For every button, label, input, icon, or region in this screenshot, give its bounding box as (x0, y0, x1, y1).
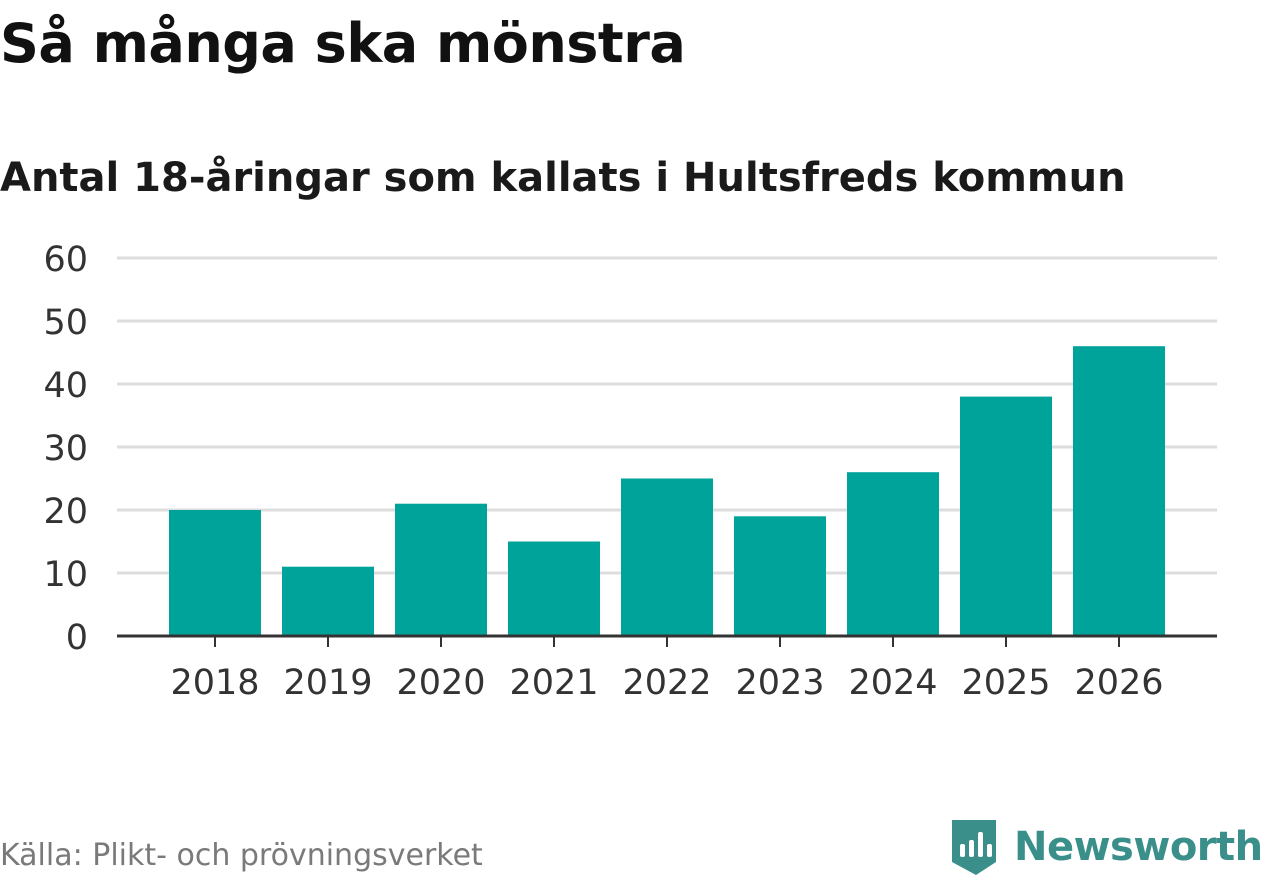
x-tick-label: 2024 (848, 663, 937, 703)
x-tick-label: 2019 (283, 663, 372, 703)
x-tick-label: 2026 (1074, 663, 1163, 703)
source-note: Källa: Plikt- och prövningsverket (0, 838, 483, 873)
brand-name: Newsworthy (1014, 824, 1262, 870)
chart-title: Så många ska mönstra (0, 12, 686, 75)
bar (734, 516, 826, 636)
newsworthy-logo-icon (952, 820, 996, 875)
bar (960, 396, 1052, 636)
bar (169, 510, 261, 636)
y-tick-label: 20 (43, 492, 88, 532)
x-tick-label: 2020 (396, 663, 485, 703)
y-tick-label: 40 (43, 366, 88, 406)
y-tick-label: 10 (43, 555, 88, 595)
x-axis-ticks: 2018 2019 2020 2021 2022 2023 2024 2025 2026 (170, 636, 1164, 703)
bar (621, 478, 713, 636)
bar (1073, 346, 1165, 636)
y-axis-ticks: 0 10 20 30 40 50 60 (43, 240, 88, 658)
x-tick-label: 2025 (961, 663, 1050, 703)
bar (282, 566, 374, 636)
chart-subtitle: Antal 18-åringar som kallats i Hultsfred… (0, 155, 1126, 201)
y-tick-label: 50 (43, 303, 88, 343)
brand[interactable]: Newsworthy (950, 818, 1262, 876)
bar (508, 541, 600, 636)
x-tick-label: 2022 (622, 663, 711, 703)
bar (395, 503, 487, 636)
x-tick-label: 2021 (509, 663, 598, 703)
y-tick-label: 30 (43, 429, 88, 469)
x-tick-label: 2018 (170, 663, 259, 703)
y-tick-label: 0 (66, 618, 88, 658)
bars (169, 346, 1165, 636)
x-tick-label: 2023 (735, 663, 824, 703)
y-tick-label: 60 (43, 240, 88, 280)
bar (847, 472, 939, 636)
